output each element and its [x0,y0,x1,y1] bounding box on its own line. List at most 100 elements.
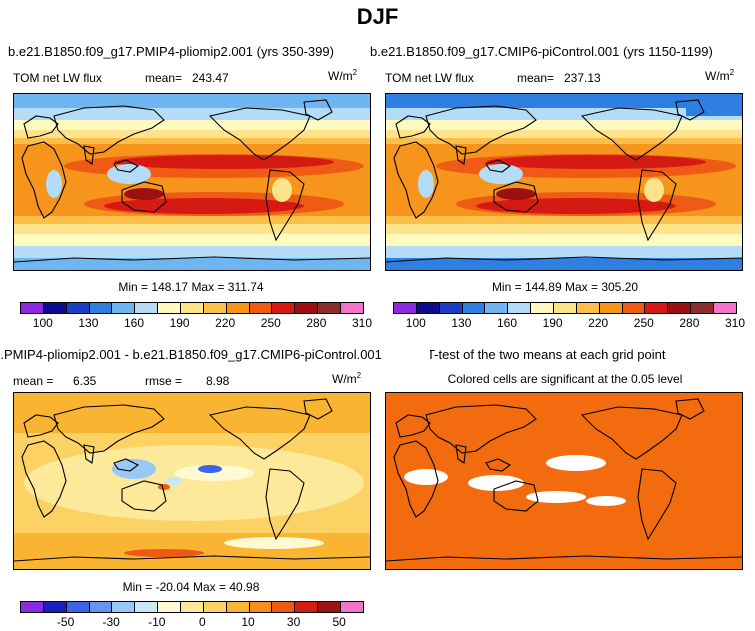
minmax-label: Min = 148.17 Max = 311.74 [118,280,264,294]
colorbar-swatch [249,602,273,612]
colorbar [393,302,737,314]
coastline [53,404,165,454]
max-band [114,155,334,169]
coastline [23,414,59,438]
colorbar-swatch [112,303,136,313]
colorbar-tick-label: 310 [351,316,373,330]
insignificant-area [546,455,606,471]
max-band [476,198,676,214]
panel-title: T-test of the two means at each grid poi… [430,347,666,362]
colorbar-swatch [272,303,296,313]
colorbar-tick-label: 190 [542,316,563,330]
colorbar-swatch [341,303,363,313]
colorbar-swatch [341,602,363,612]
coastline [386,555,742,562]
colorbar-tick-label: 0 [199,615,206,629]
variable-label: TOM net LW flux [13,71,102,85]
colorbar-swatch [714,303,736,313]
colorbar-swatch [645,303,669,313]
coastline [14,256,370,263]
colorbar-tick-label: 130 [78,316,99,330]
coastline [303,398,333,420]
coastline [455,444,467,464]
coastline [14,555,370,562]
colorbar-swatch [158,303,182,313]
colorbar-swatch [158,602,182,612]
coastline [121,181,167,213]
convection [46,170,62,198]
mean-label: mean= [145,71,183,85]
coastline [208,107,311,161]
mean-value: 243.47 [192,71,229,85]
colorbar-swatch [89,602,113,612]
colorbar-tick-label: 10 [241,615,255,629]
panel-title: b.e21.B1850.f09_g17.CMIP6-piControl.001 … [370,44,713,59]
negative [198,465,222,473]
colorbar-swatch [66,602,90,612]
colorbar-swatch [416,303,440,313]
colorbar-tick-label: 30 [286,615,301,629]
coastline [23,115,59,139]
colorbar-swatch [318,303,342,313]
coastline [455,145,467,165]
insignificant-area [404,469,448,485]
coastline [265,468,305,541]
max-band [496,188,536,200]
colorbar-swatch [135,602,159,612]
colorbar [20,302,364,314]
colorbar-swatch [43,602,67,612]
mid-band [24,445,364,521]
coastline [485,458,512,472]
coastline [113,458,140,472]
warm-pool [479,164,523,184]
coastline [580,107,683,161]
units-label: W/m2 [705,68,735,83]
panel-title: b.e21.B1850.f09_g17.PMIP4-pliomip2.001 -… [0,347,382,362]
colorbar-swatch [203,602,227,612]
colorbar-tick-label: 160 [496,316,518,330]
colorbar-tick-label: 250 [260,316,281,330]
polar-band [686,94,742,116]
colorbar-swatch [272,602,296,612]
coastline [121,480,167,512]
colorbar-tick-label: 280 [306,316,327,330]
units-label: W/m2 [332,371,362,386]
insignificant-area [468,475,524,491]
coastline [386,256,742,263]
colorbar-tick-label: 250 [633,316,654,330]
colorbar-tick-label: -30 [102,615,120,629]
minmax-label: Min = -20.04 Max = 40.98 [122,580,260,594]
colorbar-tick-labels: 100 130 160 190 220 250 280 310 [393,316,745,332]
negative [112,459,156,479]
minmax-label: Min = 144.89 Max = 305.20 [491,280,639,294]
units-label: W/m2 [328,68,358,83]
colorbar-swatch [531,303,555,313]
coastline [21,440,67,518]
colorbar-swatch [181,303,204,313]
mean-label: mean= [517,71,555,85]
coastline [393,440,439,518]
colorbar-swatch [508,303,532,313]
coastline [303,99,333,121]
warm-pool [107,164,151,184]
max-band [124,188,164,200]
colorbar-tick-label: 100 [32,316,53,330]
map-ttest [385,392,743,570]
colorbar-tick-label: 220 [588,316,609,330]
colorbar-tick-label: 220 [215,316,236,330]
colorbar [20,601,364,613]
map-pmip4 [13,93,371,271]
coastline [675,99,705,121]
map-difference [13,392,371,570]
colorbar-swatch [576,303,600,313]
colorbar-swatch [89,303,113,313]
coastline [493,181,539,213]
positive [124,549,204,557]
rmse-label: rmse = [145,374,183,388]
coastline [265,169,305,242]
coastline [53,105,165,155]
coastline [580,406,683,460]
positive [158,484,170,490]
coastline [83,145,95,165]
colorbar-tick-labels: -50 -30 -10 0 10 30 50 [20,615,362,631]
